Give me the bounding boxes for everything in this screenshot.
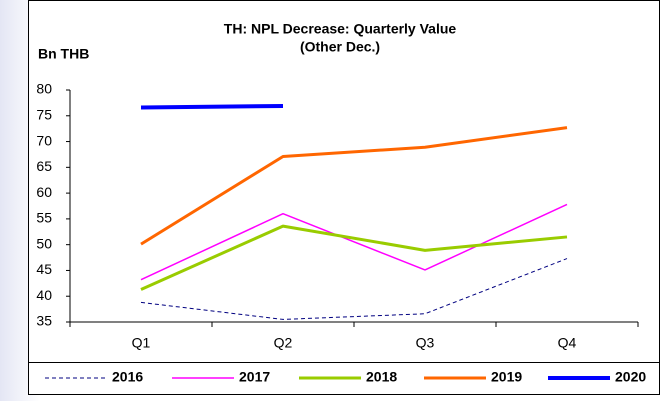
y-tick-label: 60: [36, 184, 52, 200]
y-tick-label: 45: [36, 261, 52, 277]
series-line: [140, 103, 284, 110]
y-tick-label: 40: [36, 287, 52, 303]
series-line: [140, 224, 568, 291]
y-tick-label: 70: [36, 132, 52, 148]
legend-label: 2018: [366, 369, 397, 385]
legend-label: 2016: [112, 369, 143, 385]
legend-label: 2019: [491, 369, 522, 385]
y-tick-label: 55: [36, 210, 52, 226]
legend-label: 2020: [615, 369, 646, 385]
chart-title: TH: NPL Decrease: Quarterly Value: [224, 21, 457, 37]
series-line: [140, 258, 568, 320]
series-line: [140, 126, 568, 246]
x-tick-label: Q1: [132, 335, 151, 351]
y-tick-label: 35: [36, 313, 52, 329]
chart-title: (Other Dec.): [300, 39, 380, 55]
x-tick-label: Q4: [558, 335, 577, 351]
chart-frame: [28, 0, 660, 395]
y-tick-label: 50: [36, 235, 52, 251]
y-tick-label: 80: [36, 81, 52, 97]
series-line: [140, 203, 568, 281]
y-axis-label: Bn THB: [38, 46, 89, 62]
y-tick-label: 75: [36, 106, 52, 122]
y-tick-label: 65: [36, 158, 52, 174]
x-tick-label: Q2: [274, 335, 293, 351]
x-tick-label: Q3: [416, 335, 435, 351]
legend-label: 2017: [239, 369, 270, 385]
